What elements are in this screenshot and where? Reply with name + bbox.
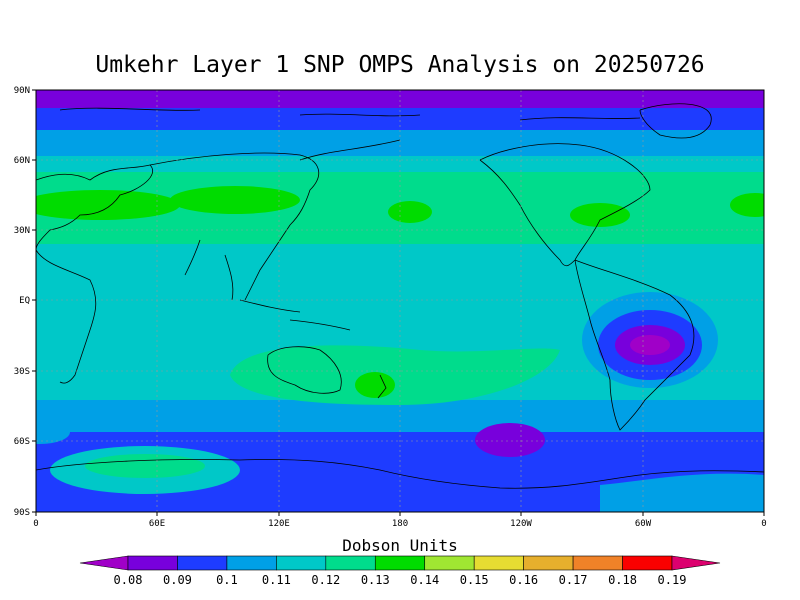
blob-atlantic — [730, 193, 764, 217]
blob-pacific-north — [388, 201, 432, 223]
blob-asia — [170, 186, 300, 214]
colorbar-swatch — [424, 555, 475, 571]
blob-antarctic-green — [85, 454, 205, 478]
blob-south-midlat — [230, 345, 560, 405]
blob-southern-ocean — [475, 423, 545, 457]
blob-new-zealand — [355, 372, 395, 398]
colorbar-swatch — [374, 555, 426, 571]
colorbar-label: 0.14 — [410, 573, 439, 587]
colorbar-label: 0.08 — [114, 573, 143, 587]
colorbar-arrow-high — [671, 555, 721, 571]
colorbar-swatch — [325, 555, 376, 571]
colorbar-swatch — [177, 555, 228, 571]
colorbar-label: 0.19 — [658, 573, 687, 587]
coastlines — [36, 103, 764, 489]
colorbar-label: 0.13 — [361, 573, 390, 587]
colorbar-swatch — [473, 555, 524, 571]
band-north-mid — [36, 130, 764, 156]
blob-south-west — [36, 420, 70, 444]
x-axis: 0 60E 120E 180 120W 60W 0 — [33, 512, 767, 529]
colorbar-swatch — [276, 555, 327, 571]
blob-south-east — [600, 473, 764, 512]
x-tick-label: 0 — [761, 519, 766, 529]
y-axis: 90N 60N 30N EQ 30S 60S 90S — [14, 86, 36, 518]
colorbar-swatch — [127, 555, 178, 571]
colorbar-swatch — [226, 555, 277, 571]
x-tick-label: 120W — [510, 519, 532, 529]
colorbar-label: 0.12 — [311, 573, 340, 587]
grid — [36, 90, 764, 512]
y-tick-label: 60S — [14, 437, 30, 447]
y-tick-label: 90S — [14, 508, 30, 518]
x-tick-label: 180 — [392, 519, 408, 529]
x-tick-label: 60E — [149, 519, 165, 529]
y-tick-label: 60N — [14, 156, 30, 166]
colorbar: 0.08 0.09 0.1 0.11 0.12 0.13 0.14 0.15 0.16 0.17 0… — [79, 555, 721, 587]
y-tick-label: EQ — [19, 296, 30, 306]
map-title: Umkehr Layer 1 SNP OMPS Analysis on 2025… — [95, 52, 705, 78]
blob-sa-core — [630, 335, 670, 355]
colorbar-label: 0.18 — [608, 573, 637, 587]
colorbar-arrow-low — [79, 555, 129, 571]
y-tick-label: 90N — [14, 86, 30, 96]
colorbar-swatch — [572, 555, 623, 571]
colorbar-label: 0.16 — [509, 573, 538, 587]
colorbar-label: 0.17 — [559, 573, 588, 587]
y-tick-label: 30N — [14, 226, 30, 236]
colorbar-label: 0.1 — [216, 573, 238, 587]
colorbar-label: 0.11 — [262, 573, 291, 587]
blob-north-america — [570, 203, 630, 227]
x-tick-label: 0 — [33, 519, 38, 529]
band-polar-north — [36, 90, 764, 108]
x-tick-label: 120E — [268, 519, 290, 529]
colorbar-label: 0.09 — [163, 573, 192, 587]
colorbar-title: Dobson Units — [342, 536, 458, 555]
colorbar-label: 0.15 — [460, 573, 489, 587]
colorbar-swatch — [622, 555, 673, 571]
blob-europe — [36, 190, 180, 220]
colorbar-swatch — [523, 555, 574, 571]
band-north-high — [36, 108, 764, 130]
x-tick-label: 60W — [635, 519, 652, 529]
y-tick-label: 30S — [14, 367, 30, 377]
